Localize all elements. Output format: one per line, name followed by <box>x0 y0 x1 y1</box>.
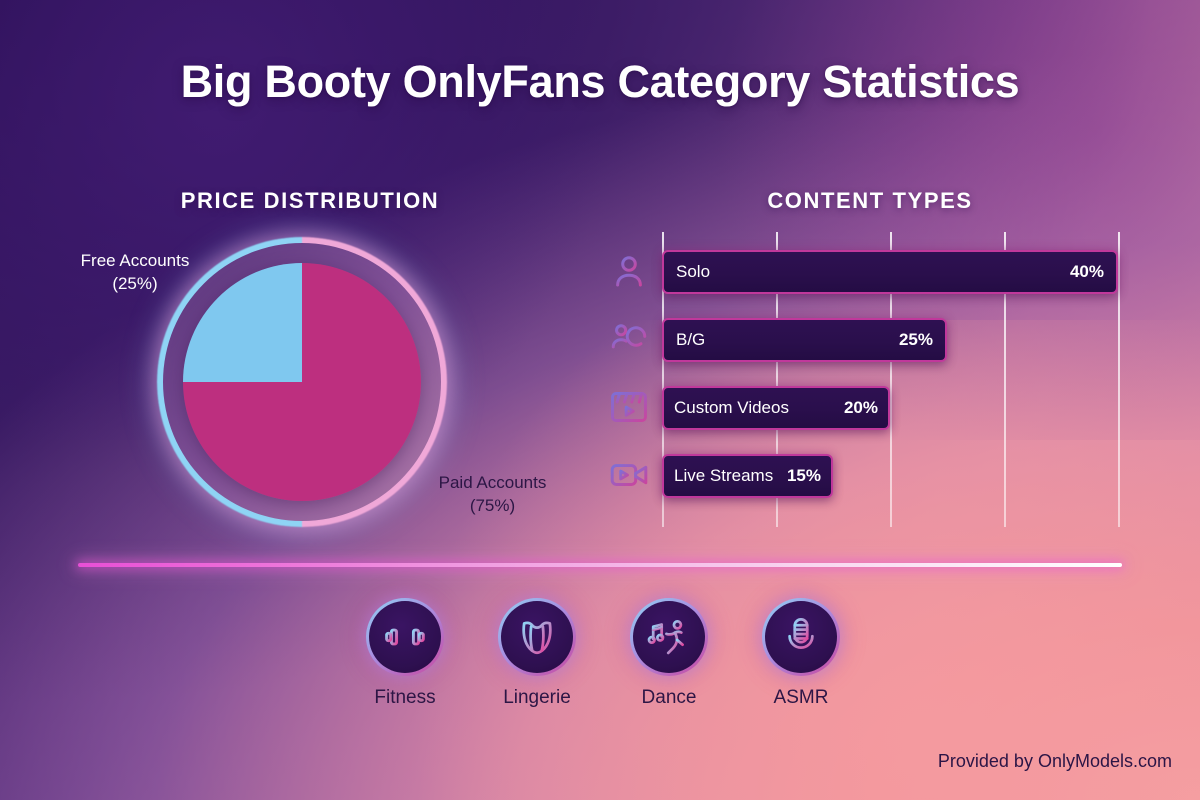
category-lingerie[interactable]: Lingerie <box>482 598 592 709</box>
pie-label-free-percent: (25%) <box>112 273 158 293</box>
pie-slices <box>183 263 421 501</box>
price-distribution-heading: PRICE DISTRIBUTION <box>180 188 440 213</box>
pie-label-paid-name: Paid Accounts <box>438 473 547 492</box>
pie-label-free-accounts: Free Accounts (25%) <box>50 250 220 296</box>
corset-icon <box>501 601 573 673</box>
bar-track-live-streams: Live Streams 15% <box>662 446 1130 504</box>
bar-row-custom-videos: Custom Videos 20% <box>600 378 1130 436</box>
category-dance-label: Dance <box>641 687 697 708</box>
couple-icon <box>608 318 650 360</box>
bar-bg: B/G 25% <box>662 318 947 362</box>
bar-track-solo: Solo 40% <box>662 242 1130 300</box>
category-dance[interactable]: Dance <box>614 598 724 709</box>
bar-row-live-streams: Live Streams 15% <box>600 446 1130 504</box>
bar-label-custom-videos: Custom Videos <box>674 398 789 417</box>
bar-track-bg: B/G 25% <box>662 310 1130 368</box>
bar-value-live-streams: 15% <box>786 466 821 485</box>
bar-track-custom-videos: Custom Videos 20% <box>662 378 1130 436</box>
bar-custom-videos: Custom Videos 20% <box>662 386 890 430</box>
category-dance-circle <box>630 598 708 676</box>
category-fitness-label: Fitness <box>374 687 436 708</box>
bar-value-solo: 40% <box>1069 262 1104 281</box>
category-asmr[interactable]: ASMR <box>746 598 856 709</box>
category-fitness-circle <box>366 598 444 676</box>
content-types-bar-chart: Solo 40% <box>600 232 1130 532</box>
bar-value-bg: 25% <box>898 330 933 349</box>
gridline-0 <box>662 232 664 527</box>
page-title: Big Booty OnlyFans Category Statistics <box>180 56 1020 107</box>
content-types-heading: CONTENT TYPES <box>767 188 973 213</box>
dumbbell-icon <box>369 601 441 673</box>
price-distribution-pie-chart <box>157 237 447 527</box>
gridline-3 <box>1004 232 1006 527</box>
gridline-4 <box>1118 232 1120 527</box>
bar-row-solo: Solo 40% <box>600 242 1130 300</box>
category-lingerie-circle <box>498 598 576 676</box>
bar-solo: Solo 40% <box>662 250 1118 294</box>
person-icon <box>608 250 650 292</box>
category-asmr-label: ASMR <box>773 687 829 708</box>
pie-label-free-name: Free Accounts <box>80 251 190 270</box>
bar-row-bg: B/G 25% <box>600 310 1130 368</box>
gridline-1 <box>776 232 778 527</box>
category-fitness[interactable]: Fitness <box>350 598 460 709</box>
footer-attribution: Provided by OnlyModels.com <box>937 751 1172 771</box>
bar-label-solo: Solo <box>676 262 711 281</box>
microphone-icon <box>765 601 837 673</box>
bar-label-live-streams: Live Streams <box>674 466 774 485</box>
gridline-2 <box>890 232 892 527</box>
section-divider <box>78 563 1122 567</box>
dancer-icon <box>633 601 705 673</box>
category-icon-row: Fitness Lingerie <box>340 598 860 728</box>
bar-label-bg: B/G <box>676 330 706 349</box>
pie-label-paid-percent: (75%) <box>469 495 516 515</box>
category-lingerie-label: Lingerie <box>503 687 571 708</box>
video-camera-icon <box>608 454 650 496</box>
clapperboard-icon <box>608 386 650 428</box>
bar-live-streams: Live Streams 15% <box>662 454 833 498</box>
category-asmr-circle <box>762 598 840 676</box>
pie-label-paid-accounts: Paid Accounts (75%) <box>400 472 585 518</box>
bar-value-custom-videos: 20% <box>843 398 878 417</box>
